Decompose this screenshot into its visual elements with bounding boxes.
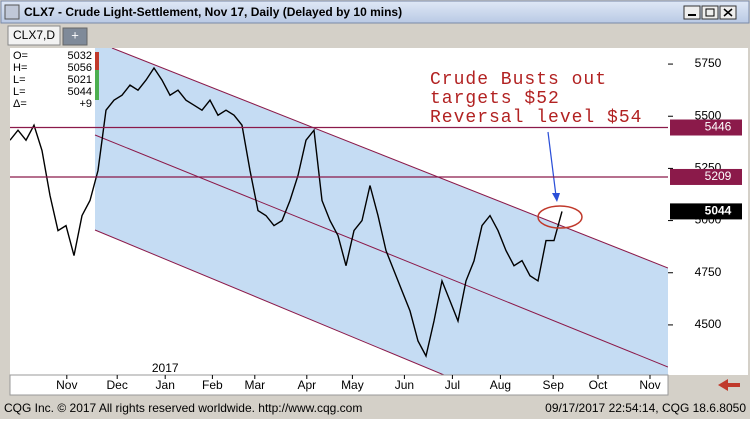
quote-value: 5021 <box>68 74 92 86</box>
channel-upper <box>111 48 668 269</box>
footer-left: CQG Inc. © 2017 All rights reserved worl… <box>4 401 362 415</box>
tab-label[interactable]: CLX7,D <box>13 28 55 42</box>
title-bar <box>0 0 750 24</box>
x-tick-label: Mar <box>244 378 265 392</box>
tab-strip <box>1 24 749 46</box>
quote-label: O= <box>13 50 28 62</box>
annotation-line: Reversal level $54 <box>430 108 642 128</box>
minimize-button[interactable] <box>683 5 701 20</box>
quote-value: 5056 <box>68 62 92 74</box>
quote-value: +9 <box>79 98 92 110</box>
window-buttons[interactable] <box>683 5 737 20</box>
x-tick-label: May <box>341 378 364 392</box>
x-tick-label: Jun <box>395 378 414 392</box>
footer-right: 09/17/2017 22:54:14, CQG 18.6.8050 <box>545 401 746 415</box>
maximize-button[interactable] <box>701 5 719 20</box>
x-tick-label: Sep <box>543 378 565 392</box>
channel-middle <box>94 134 668 368</box>
highlight-ellipse <box>537 205 583 229</box>
x-tick-label: Nov <box>56 378 77 392</box>
arrow-head <box>552 193 560 202</box>
price-line <box>10 66 563 358</box>
x-tick-label: Jul <box>445 378 460 392</box>
quote-label: L= <box>13 74 26 86</box>
x-tick-label: Apr <box>297 378 316 392</box>
annotation-arrow <box>547 131 557 197</box>
x-tick-label: Aug <box>490 378 511 392</box>
y-tick-label: 4500 <box>695 317 722 331</box>
last-value-label: 5044 <box>705 204 732 218</box>
quote-value: 5044 <box>68 86 92 98</box>
x-tick-label: Jan <box>156 378 175 392</box>
annotation-line: Crude Busts out <box>430 70 607 90</box>
level-label: 5209 <box>705 169 732 183</box>
level-label: 5446 <box>705 120 732 134</box>
quote-bar-red <box>95 52 99 70</box>
quote-value: 5032 <box>68 50 92 62</box>
tab[interactable] <box>7 25 61 46</box>
level-marker <box>670 168 742 185</box>
footer <box>0 398 750 419</box>
x-tick-label: Feb <box>202 378 223 392</box>
y-tick-label: 4750 <box>695 265 722 279</box>
add-tab-label[interactable]: + <box>71 27 79 42</box>
last-value-marker <box>670 203 742 220</box>
x-tick-label: Oct <box>589 378 608 392</box>
y-tick-label: 5500 <box>695 108 722 122</box>
quote-label: H= <box>13 62 27 74</box>
window-title: CLX7 - Crude Light-Settlement, Nov 17, D… <box>24 5 402 19</box>
annotation-line: targets $52 <box>430 89 560 109</box>
y-tick-label: 5750 <box>695 56 722 70</box>
time-axis <box>9 374 669 396</box>
x-tick-label: Nov <box>639 378 660 392</box>
add-tab[interactable] <box>62 27 88 46</box>
level-marker <box>670 119 742 136</box>
x-tick-label: Dec <box>107 378 128 392</box>
channel-lower <box>94 229 445 375</box>
quote-label: Δ= <box>13 98 27 110</box>
quote-bar-green <box>95 70 99 100</box>
quote-label: L= <box>13 86 26 98</box>
channel-fill <box>95 48 668 375</box>
window-icon <box>4 4 20 20</box>
scroll-arrow[interactable] <box>718 379 740 391</box>
year-label: 2017 <box>152 361 179 375</box>
